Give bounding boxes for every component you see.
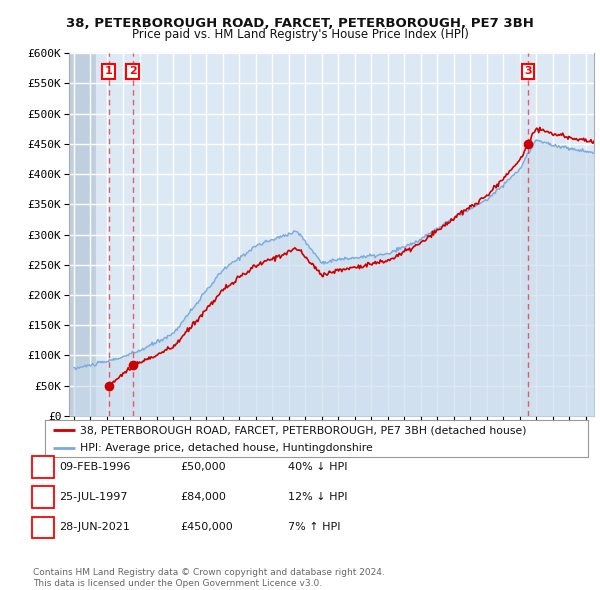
Text: HPI: Average price, detached house, Huntingdonshire: HPI: Average price, detached house, Hunt… [80,443,373,453]
Bar [69,53,95,416]
Text: 2: 2 [39,493,47,502]
Text: 25-JUL-1997: 25-JUL-1997 [59,493,127,502]
Text: 38, PETERBOROUGH ROAD, FARCET, PETERBOROUGH, PE7 3BH (detached house): 38, PETERBOROUGH ROAD, FARCET, PETERBORO… [80,425,527,435]
Text: £450,000: £450,000 [180,523,233,532]
Text: 1: 1 [105,66,113,76]
Text: 3: 3 [524,66,532,76]
Text: £50,000: £50,000 [180,463,226,472]
Text: 2: 2 [129,66,137,76]
Text: 12% ↓ HPI: 12% ↓ HPI [288,493,347,502]
Text: 40% ↓ HPI: 40% ↓ HPI [288,463,347,472]
Text: 28-JUN-2021: 28-JUN-2021 [59,523,130,532]
Text: 1: 1 [39,463,47,472]
Text: £84,000: £84,000 [180,493,226,502]
Text: Contains HM Land Registry data © Crown copyright and database right 2024.
This d: Contains HM Land Registry data © Crown c… [33,568,385,588]
Text: 38, PETERBOROUGH ROAD, FARCET, PETERBOROUGH, PE7 3BH: 38, PETERBOROUGH ROAD, FARCET, PETERBORO… [66,17,534,30]
Text: 7% ↑ HPI: 7% ↑ HPI [288,523,341,532]
Text: 09-FEB-1996: 09-FEB-1996 [59,463,130,472]
Text: 3: 3 [39,523,47,532]
Text: Price paid vs. HM Land Registry's House Price Index (HPI): Price paid vs. HM Land Registry's House … [131,28,469,41]
